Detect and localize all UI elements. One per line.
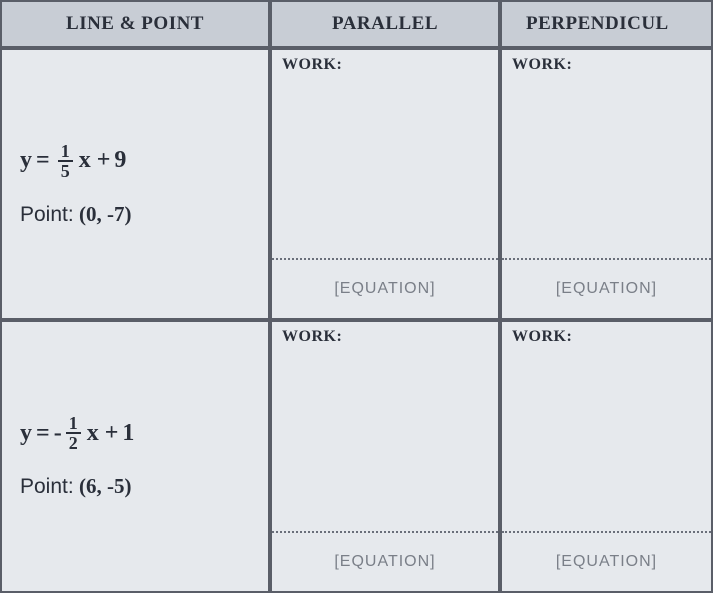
header-label: PARALLEL xyxy=(332,13,438,35)
eq-equals: = xyxy=(36,147,50,174)
worksheet-table: LINE & POINT PARALLEL PERPENDICUL y = 1 … xyxy=(0,0,713,593)
parallel-work-cell: WORK: [EQUATION] xyxy=(270,48,500,320)
perpendicular-work-cell: WORK: [EQUATION] xyxy=(500,48,713,320)
line-point-cell: y = 1 5 x + 9 Point: (0, -7) xyxy=(0,48,270,320)
eq-const: 9 xyxy=(114,147,126,174)
header-perpendicular: PERPENDICUL xyxy=(500,0,713,48)
point-line: Point: (6, -5) xyxy=(20,474,250,499)
eq-lhs: y xyxy=(20,147,32,174)
eq-mid: x + xyxy=(79,147,111,174)
eq-lhs: y xyxy=(20,420,32,447)
work-label: WORK: xyxy=(282,328,342,346)
equation-placeholder: [EQUATION] xyxy=(502,533,711,591)
fraction-numerator: 1 xyxy=(58,142,73,162)
work-label: WORK: xyxy=(512,328,572,346)
equation-line: y = - 1 2 x + 1 xyxy=(20,414,250,452)
point-value: (6, -5) xyxy=(79,474,131,498)
work-label: WORK: xyxy=(282,56,342,74)
point-value: (0, -7) xyxy=(79,202,131,226)
header-parallel: PARALLEL xyxy=(270,0,500,48)
perpendicular-work-cell: WORK: [EQUATION] xyxy=(500,320,713,593)
point-label: Point: xyxy=(20,203,74,226)
work-label: WORK: xyxy=(512,56,572,74)
point-line: Point: (0, -7) xyxy=(20,202,250,227)
fraction-denominator: 5 xyxy=(58,162,73,180)
eq-fraction: 1 2 xyxy=(66,414,81,452)
fraction-numerator: 1 xyxy=(66,414,81,434)
equation-placeholder: [EQUATION] xyxy=(272,533,498,591)
parallel-work-cell: WORK: [EQUATION] xyxy=(270,320,500,593)
eq-equals: = xyxy=(36,420,50,447)
eq-mid: x + xyxy=(87,420,119,447)
equation-line: y = 1 5 x + 9 xyxy=(20,142,250,180)
fraction-denominator: 2 xyxy=(66,434,81,452)
eq-neg: - xyxy=(54,420,62,447)
point-label: Point: xyxy=(20,475,74,498)
header-line-point: LINE & POINT xyxy=(0,0,270,48)
equation-placeholder: [EQUATION] xyxy=(502,260,711,318)
header-label: LINE & POINT xyxy=(66,13,204,35)
equation-placeholder: [EQUATION] xyxy=(272,260,498,318)
eq-const: 1 xyxy=(122,420,134,447)
header-label: PERPENDICUL xyxy=(526,13,669,35)
eq-fraction: 1 5 xyxy=(58,142,73,180)
line-point-cell: y = - 1 2 x + 1 Point: (6, -5) xyxy=(0,320,270,593)
